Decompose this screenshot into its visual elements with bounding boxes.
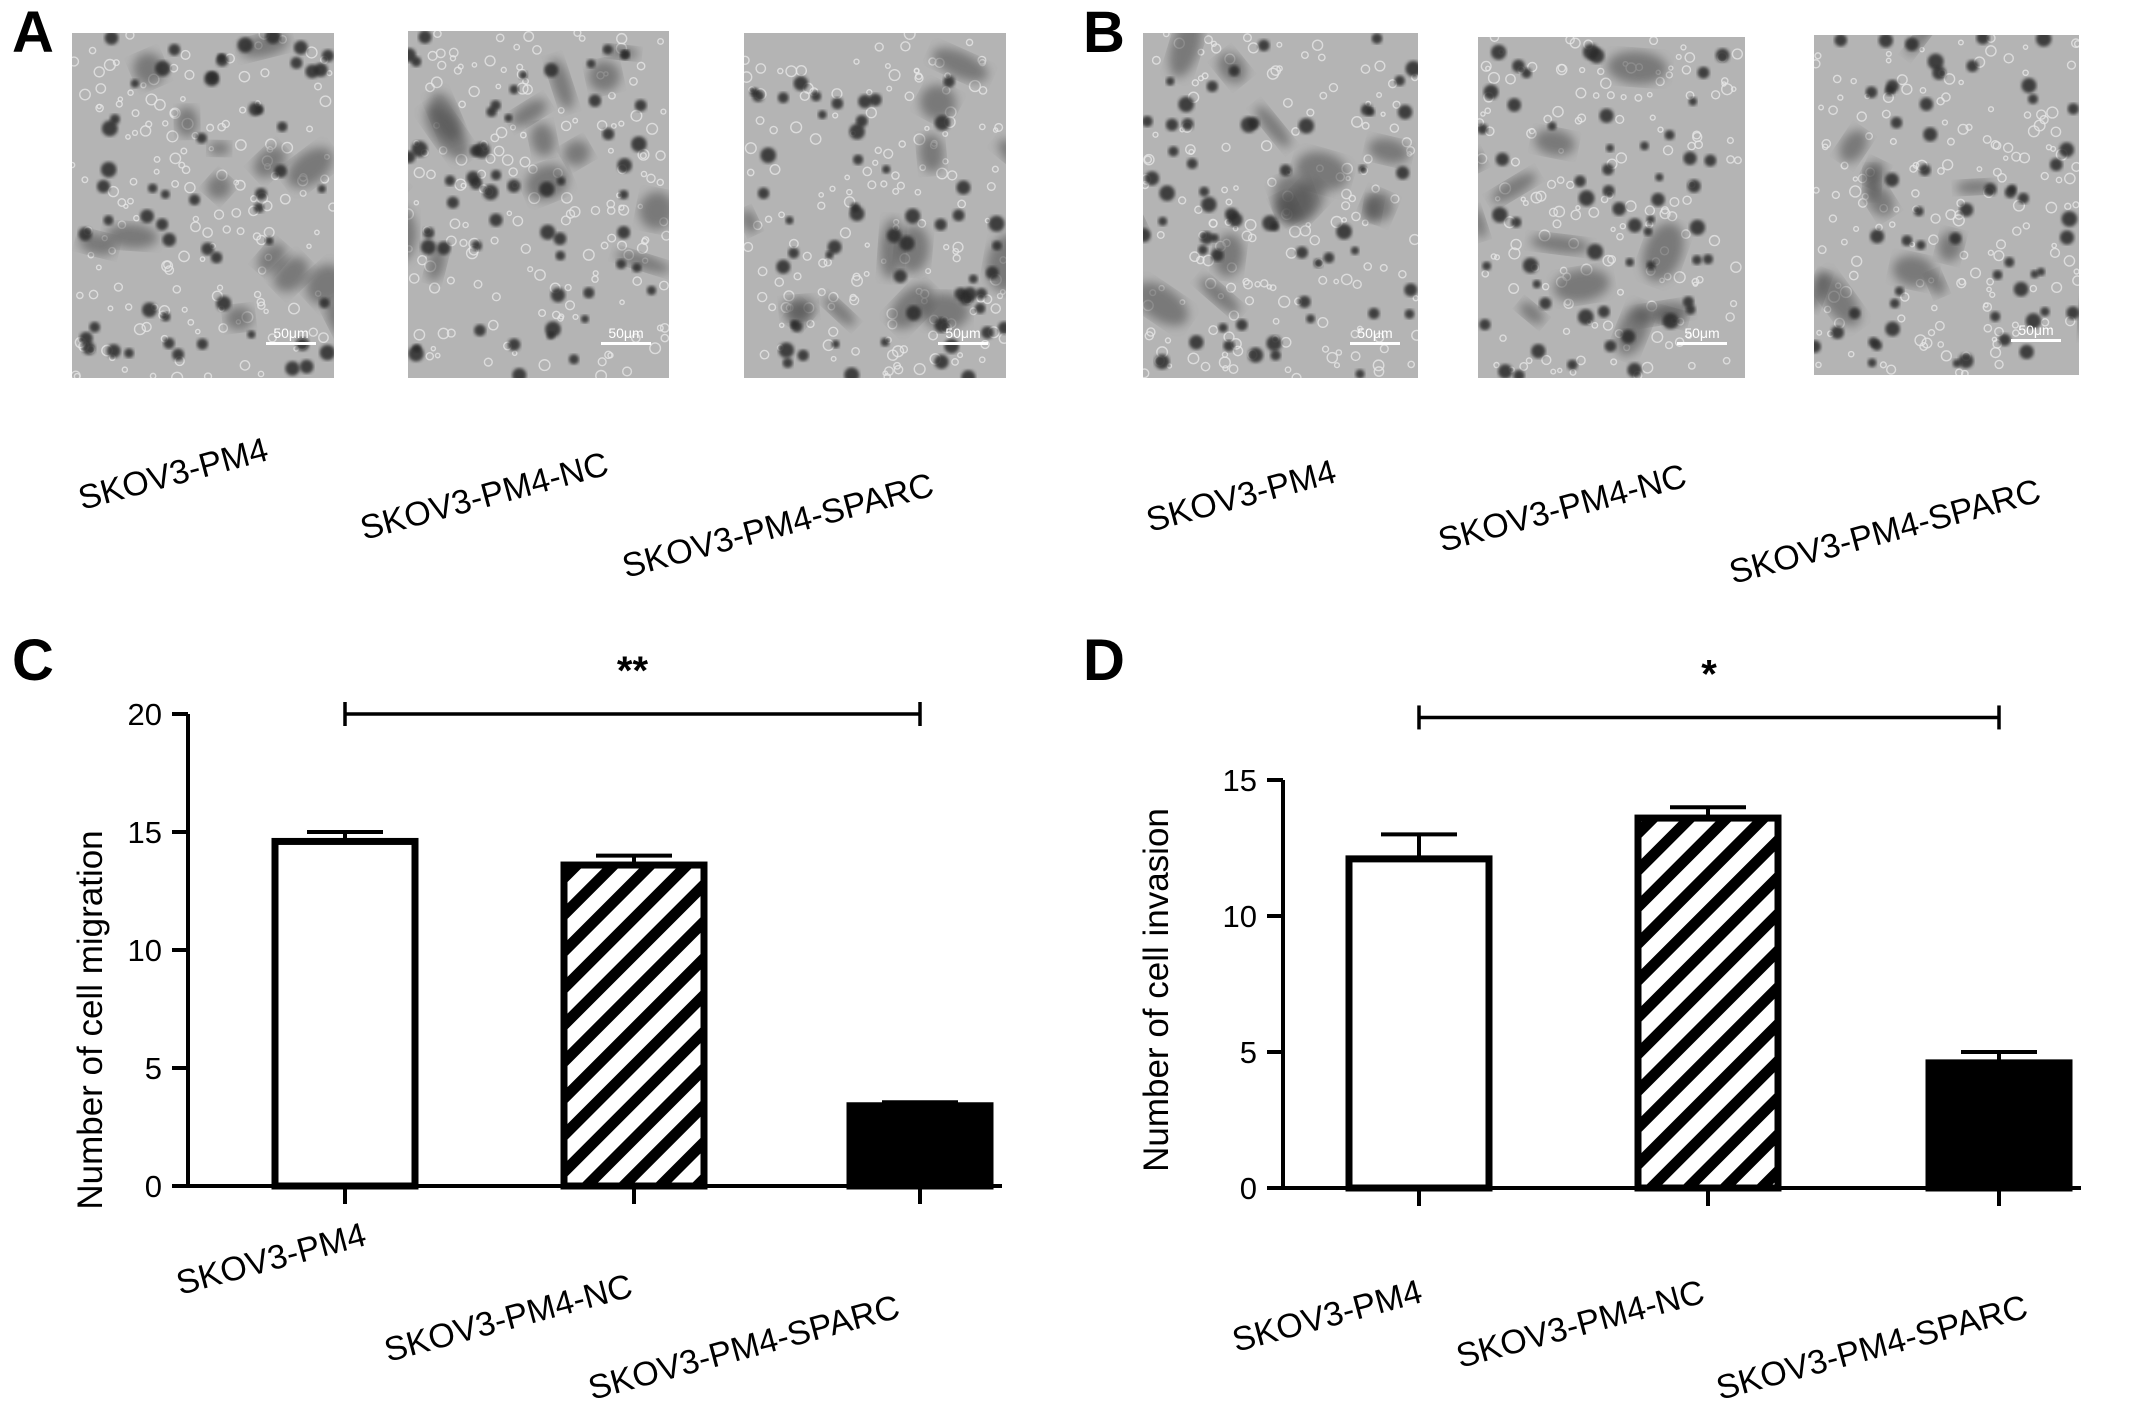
scale-bar <box>266 342 316 345</box>
bar-skov3-pm4 <box>271 837 419 1190</box>
bars-migration <box>271 830 994 1190</box>
panel-letter-d: D <box>1083 628 1125 693</box>
x-tick-label-invasion-1: SKOV3-PM4-NC <box>1452 1273 1708 1376</box>
y-tick-label: 0 <box>145 1169 162 1204</box>
significance-invasion: * <box>1417 652 2001 730</box>
scale-bar-label: 50μm <box>1357 325 1392 341</box>
scale-bar <box>2011 339 2061 342</box>
chart-migration: Number of cell migration 0 5 10 15 20 ** SKO… <box>71 649 1002 1408</box>
micrograph-b3: 50μm <box>1814 35 2079 375</box>
significance-migration: ** <box>343 649 922 726</box>
bar-skov3-pm4-sparc <box>1925 1059 2073 1192</box>
chart-invasion: Number of cell invasion 0 5 10 15 * SKOV3-P… <box>1137 652 2081 1408</box>
y-tick-label: 0 <box>1240 1171 1257 1206</box>
micro-label-a2: SKOV3-PM4-NC <box>356 445 612 548</box>
panel-letter-b: B <box>1083 0 1125 65</box>
panel-letter-c: C <box>12 628 54 693</box>
x-tick-label-migration-2: SKOV3-PM4-SPARC <box>584 1288 903 1408</box>
scale-bar-label: 50μm <box>273 325 308 341</box>
significance-label-invasion: * <box>1701 652 1717 696</box>
micro-label-b1: SKOV3-PM4 <box>1142 453 1340 540</box>
micrograph-a1: 50μm <box>72 33 334 378</box>
y-tick-label: 10 <box>1223 899 1257 934</box>
bars-invasion <box>1345 805 2073 1192</box>
y-axis-title-invasion: Number of cell invasion <box>1137 808 1176 1172</box>
y-tick-label: 20 <box>128 697 162 732</box>
y-tick-label: 15 <box>1223 763 1257 798</box>
x-tick-label-invasion-2: SKOV3-PM4-SPARC <box>1712 1288 2031 1408</box>
panel-letter-a: A <box>12 0 54 65</box>
significance-label-migration: ** <box>617 649 649 693</box>
y-axis-title-migration: Number of cell migration <box>71 830 110 1209</box>
bar-skov3-pm4-nc <box>560 861 708 1190</box>
y-tick-label: 5 <box>145 1051 162 1086</box>
scale-bar-label: 50μm <box>945 325 980 341</box>
scale-bar-label: 50μm <box>1684 325 1719 341</box>
micrograph-background <box>1478 37 1745 378</box>
micrograph-a2: 50μm <box>408 31 669 378</box>
scale-bar <box>1677 342 1727 345</box>
micrograph-panels: 50μm 50μm 50μm 50μm 50μm 50μm <box>72 31 2079 378</box>
y-tick-label: 5 <box>1240 1035 1257 1070</box>
micro-label-a3: SKOV3-PM4-SPARC <box>618 466 937 586</box>
scale-bar <box>1350 342 1400 345</box>
micrograph-background <box>72 33 334 378</box>
scale-bar-label: 50μm <box>2018 322 2053 338</box>
scale-bar <box>601 342 651 345</box>
x-tick-label-migration-1: SKOV3-PM4-NC <box>380 1267 636 1370</box>
y-tick-label: 10 <box>128 933 162 968</box>
micro-label-b2: SKOV3-PM4-NC <box>1434 457 1690 560</box>
micrograph-b2: 50μm <box>1478 37 1745 378</box>
micro-label-a1: SKOV3-PM4 <box>74 431 272 518</box>
micro-label-b3: SKOV3-PM4-SPARC <box>1725 472 2044 592</box>
bar-skov3-pm4 <box>1345 855 1493 1192</box>
micrograph-a3: 50μm <box>744 33 1006 378</box>
bar-skov3-pm4-nc <box>1634 814 1782 1192</box>
bar-skov3-pm4-sparc <box>846 1102 994 1190</box>
micrograph-b1: 50μm <box>1143 33 1418 378</box>
x-tick-label-invasion-0: SKOV3-PM4 <box>1228 1273 1426 1360</box>
x-tick-label-migration-0: SKOV3-PM4 <box>172 1216 370 1303</box>
y-tick-label: 15 <box>128 815 162 850</box>
scale-bar <box>938 342 988 345</box>
scale-bar-label: 50μm <box>608 325 643 341</box>
